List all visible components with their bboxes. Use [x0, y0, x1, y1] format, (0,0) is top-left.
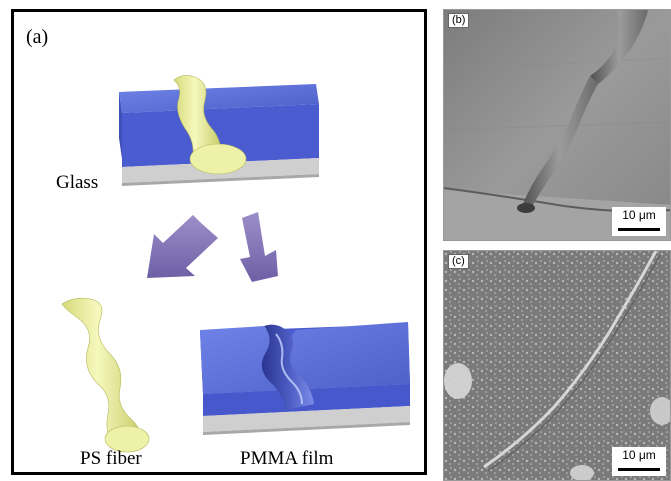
scale-bar-c-label: 10 μm [622, 448, 656, 462]
pmma-film-with-groove [200, 322, 410, 435]
arrow-left [147, 215, 218, 278]
scale-bar-b: 10 μm [612, 207, 666, 236]
pmma-film-label: PMMA film [240, 448, 334, 469]
ps-fiber-label: PS fiber [80, 448, 142, 469]
panel-a-label: (a) [26, 26, 49, 48]
fiber-cross-section [189, 143, 247, 175]
pmma-film-layer [122, 104, 319, 167]
coated-substrate-top [119, 75, 319, 186]
schematic-panel-a: Glass (a) PS fiber PMMA film [11, 9, 427, 475]
scale-bar-b-label: 10 μm [622, 208, 656, 222]
sem-image-b: (b) 10 μm [443, 9, 671, 241]
schematic-drawing: Glass [56, 75, 410, 453]
film-top-surface [119, 84, 319, 113]
fiber-groove [261, 324, 314, 410]
sem-micrograph-c [444, 251, 670, 480]
sem-image-c: (c) 10 μm [443, 250, 671, 481]
panel-c-label: (c) [448, 254, 469, 269]
panel-b-label: (b) [448, 13, 470, 28]
ps-fiber-freestanding [61, 297, 150, 453]
glass-label: Glass [56, 172, 98, 193]
arrow-right [240, 212, 278, 282]
scale-bar-c: 10 μm [612, 447, 666, 476]
